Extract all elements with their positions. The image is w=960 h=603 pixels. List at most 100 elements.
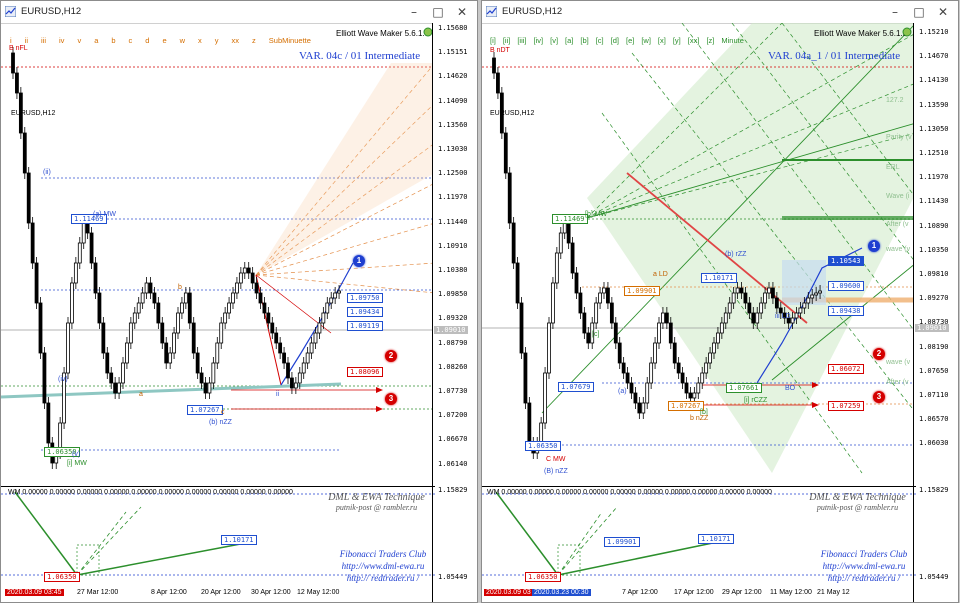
- candle-body: [125, 342, 129, 364]
- minimize-icon[interactable]: –: [411, 5, 417, 19]
- chart-app-icon: [5, 6, 16, 17]
- candle-body: [223, 312, 228, 324]
- target-marker[interactable]: 2: [385, 350, 397, 362]
- price-axis-label: 1.09270: [919, 294, 949, 303]
- candle-body: [633, 392, 638, 404]
- candle-body: [719, 322, 724, 334]
- candle-body: [290, 377, 294, 389]
- fib-site-2[interactable]: http:// redtrader.ru /: [346, 573, 420, 583]
- wave-degree-item[interactable]: b: [111, 36, 116, 45]
- wave-degree-item[interactable]: iii: [41, 36, 47, 45]
- wave-degree-item[interactable]: [i]: [490, 36, 496, 45]
- wave-degree-item[interactable]: [iv]: [533, 36, 544, 45]
- wave-degree-item[interactable]: [w]: [641, 36, 651, 45]
- target-marker[interactable]: 3: [873, 391, 885, 403]
- fib-site[interactable]: http://www.dml-ewa.ru: [341, 561, 425, 571]
- indicator-version: Elliott Wave Maker 5.6.1.5: [814, 29, 908, 38]
- wave-degree-item[interactable]: iv: [59, 36, 65, 45]
- candle-body: [282, 352, 286, 364]
- wave-label: b: [178, 284, 182, 291]
- target-marker[interactable]: 3: [385, 393, 397, 405]
- wave-degree-item[interactable]: [v]: [550, 36, 559, 45]
- wave-degree-item[interactable]: [b]: [580, 36, 589, 45]
- price-chart[interactable]: [1, 23, 435, 603]
- target-marker[interactable]: 2: [873, 348, 885, 360]
- candle-body: [238, 272, 243, 284]
- wave-label: iii LD: [775, 313, 791, 320]
- sub-price-axis-label: 1.05449: [438, 573, 468, 581]
- price-tag: 1.09901: [624, 286, 660, 296]
- wave-degree-item[interactable]: c: [128, 36, 133, 45]
- subwindow-divider[interactable]: [482, 486, 916, 487]
- candle-body: [523, 352, 528, 404]
- candle-body: [492, 57, 496, 74]
- wave-label: (iv): [58, 376, 68, 383]
- candle-body: [692, 392, 697, 399]
- candle-body: [609, 302, 614, 324]
- wave-degree-item[interactable]: [y]: [672, 36, 681, 45]
- candle-body: [527, 402, 532, 444]
- wave-degree-name[interactable]: Minute: [721, 36, 744, 45]
- close-icon[interactable]: ✕: [937, 5, 949, 19]
- window-titlebar[interactable]: EURUSD,H12 – □ ✕: [482, 1, 958, 24]
- candle-body: [66, 322, 70, 374]
- candle-body: [117, 382, 121, 394]
- minimize-icon[interactable]: –: [892, 5, 898, 19]
- close-icon[interactable]: ✕: [456, 5, 468, 19]
- wave-degree-item[interactable]: d: [145, 36, 150, 45]
- wave-degree-item[interactable]: [x]: [657, 36, 666, 45]
- window-titlebar[interactable]: EURUSD,H12 – □ ✕: [1, 1, 477, 24]
- candle-body: [301, 362, 306, 374]
- candle-body: [574, 272, 579, 294]
- wave-degree-item[interactable]: y: [214, 36, 219, 45]
- price-axis-label: 1.07730: [438, 387, 468, 395]
- price-axis-label: 1.10910: [438, 241, 468, 250]
- wave-degree-item[interactable]: w: [179, 36, 186, 45]
- wave-degree-item[interactable]: e: [162, 36, 167, 45]
- target-marker[interactable]: 1: [868, 240, 880, 252]
- candle-body: [582, 312, 587, 334]
- wave-degree-item[interactable]: xx: [231, 36, 240, 45]
- wave-degree-item[interactable]: [d]: [610, 36, 619, 45]
- wave-degree-item[interactable]: [iii]: [517, 36, 527, 45]
- chart-window-right[interactable]: EURUSD,H12 – □ ✕: [481, 0, 959, 603]
- chart-symbol: EURUSD,H12: [11, 110, 56, 117]
- subwindow-divider[interactable]: [1, 486, 435, 487]
- maximize-icon[interactable]: □: [913, 5, 925, 19]
- candle-body: [771, 287, 775, 299]
- wave-degree-item[interactable]: [xx]: [687, 36, 700, 45]
- wave-degree-item[interactable]: [e]: [625, 36, 635, 45]
- wave-degree-item[interactable]: [c]: [595, 36, 604, 45]
- wave-degree-item[interactable]: [ii]: [502, 36, 511, 45]
- wave-degree-item[interactable]: a: [94, 36, 99, 45]
- wave-degree-item[interactable]: [a]: [565, 36, 574, 45]
- target-marker[interactable]: 1: [353, 255, 365, 267]
- price-axis[interactable]: 1.15210 1.14670 1.14130 1.13590 1.13050 1.125…: [913, 23, 958, 602]
- candle-body: [551, 282, 555, 324]
- candle-body: [672, 342, 677, 364]
- price-chart[interactable]: [482, 23, 916, 603]
- chart-window-left[interactable]: EURUSD,H12 – □ ✕: [0, 0, 478, 603]
- candle-body: [790, 317, 795, 324]
- wave-degree-item[interactable]: v: [77, 36, 82, 45]
- price-axis-label: 1.07200: [438, 411, 468, 420]
- indicator-values: WM 0.00000 0.00000 0.00000 0.00000 0.000…: [487, 489, 772, 496]
- maximize-icon[interactable]: □: [432, 5, 444, 19]
- wave-label: [b] MW: [585, 211, 608, 218]
- fib-site-2[interactable]: http:// redtrader.ru /: [827, 573, 901, 583]
- candle-body: [661, 312, 665, 324]
- wave-degree-item[interactable]: ii: [24, 36, 29, 45]
- fib-site[interactable]: http://www.dml-ewa.ru: [822, 561, 906, 571]
- candle-body: [191, 322, 196, 354]
- wave-degree-item[interactable]: i: [10, 36, 12, 45]
- candle-body: [637, 402, 642, 414]
- wave-degree-item[interactable]: x: [198, 36, 202, 45]
- candle-body: [278, 342, 283, 354]
- wave-degree-name[interactable]: SubMinuette: [268, 36, 311, 45]
- wave-degree-item[interactable]: z: [252, 36, 256, 45]
- wave-degree-item[interactable]: [z]: [706, 36, 715, 45]
- candle-body: [668, 322, 673, 344]
- chart-refresh-icon[interactable]: [902, 27, 912, 37]
- candle-body: [657, 322, 661, 344]
- price-axis[interactable]: 1.15680 1.15151 1.14620 1.14090 1.13560 1.130…: [432, 23, 477, 602]
